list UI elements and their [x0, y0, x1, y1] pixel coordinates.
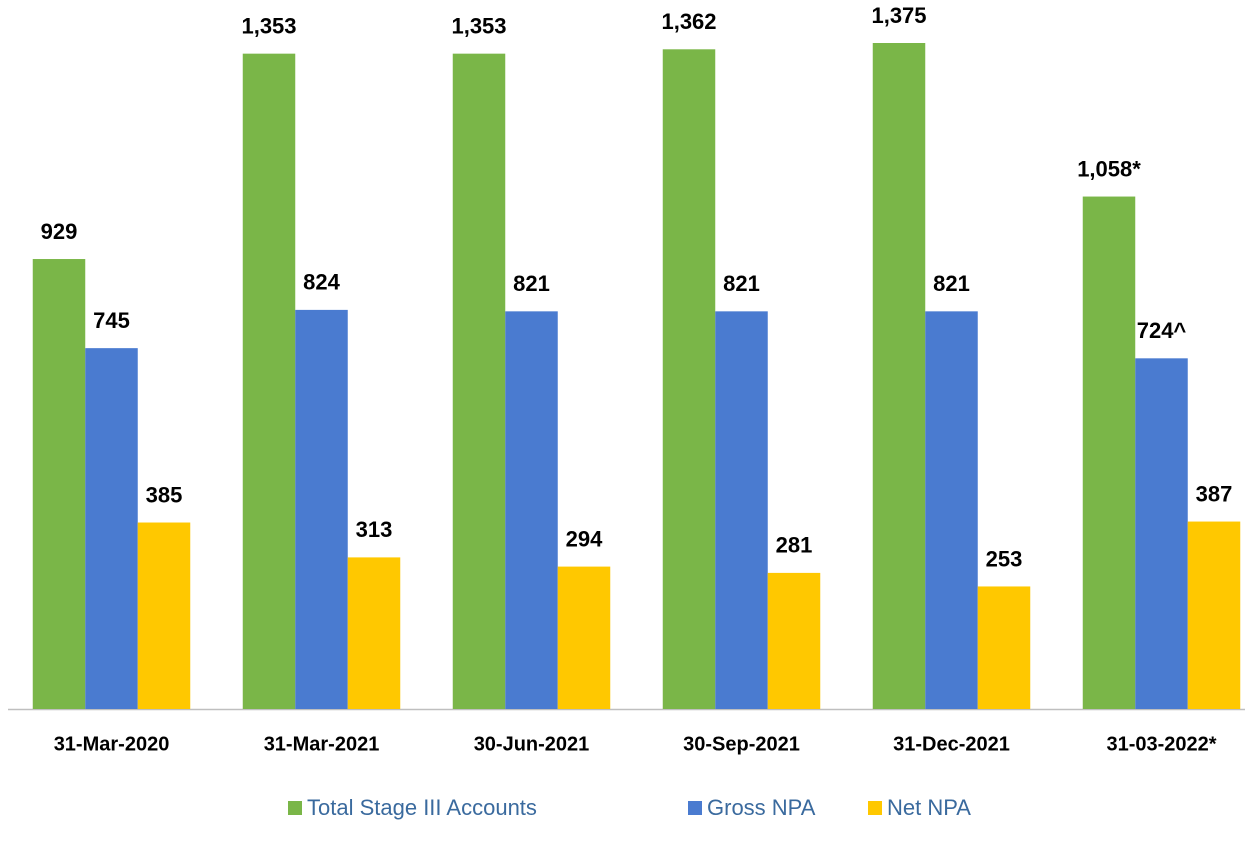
legend-label: Net NPA [887, 795, 971, 820]
data-label: 1,353 [451, 13, 506, 38]
legend-swatch [868, 801, 882, 815]
data-label: 1,058* [1077, 156, 1141, 181]
bar [505, 311, 558, 709]
bar [662, 49, 716, 709]
data-label: 1,362 [661, 9, 716, 34]
x-tick-label: 31-Mar-2020 [54, 733, 170, 755]
bar [347, 557, 401, 709]
data-label: 724^ [1137, 318, 1187, 343]
x-tick-label: 31-03-2022* [1106, 733, 1216, 755]
bar [85, 348, 138, 709]
x-tick-label: 30-Sep-2021 [683, 733, 800, 755]
data-label: 821 [513, 271, 550, 296]
data-label: 281 [776, 533, 813, 558]
legend-label: Total Stage III Accounts [307, 795, 537, 820]
data-label: 313 [356, 517, 393, 542]
bar [767, 572, 821, 709]
bar [872, 43, 926, 709]
data-label: 253 [986, 546, 1023, 571]
bar [715, 311, 768, 709]
data-label: 294 [566, 526, 603, 551]
bar [1082, 196, 1136, 709]
data-label: 821 [933, 271, 970, 296]
bar [32, 259, 86, 709]
bar [295, 309, 348, 709]
data-label: 929 [41, 219, 78, 244]
data-label: 824 [303, 270, 340, 295]
bar [925, 311, 978, 709]
data-label: 1,375 [871, 3, 926, 28]
data-label: 1,353 [241, 13, 296, 38]
bar [137, 522, 191, 709]
data-label: 387 [1196, 481, 1233, 506]
bar [1187, 521, 1241, 709]
bar [452, 53, 506, 709]
legend-swatch [688, 801, 702, 815]
data-label: 745 [93, 308, 130, 333]
x-tick-label: 31-Mar-2021 [264, 733, 380, 755]
bar [242, 53, 296, 709]
legend-label: Gross NPA [707, 795, 816, 820]
bar [977, 586, 1031, 709]
data-label: 821 [723, 271, 760, 296]
data-label: 385 [146, 482, 183, 507]
legend-swatch [288, 801, 302, 815]
x-tick-label: 31-Dec-2021 [893, 733, 1010, 755]
bar [1135, 358, 1188, 709]
bar [557, 566, 611, 709]
x-tick-label: 30-Jun-2021 [474, 733, 590, 755]
